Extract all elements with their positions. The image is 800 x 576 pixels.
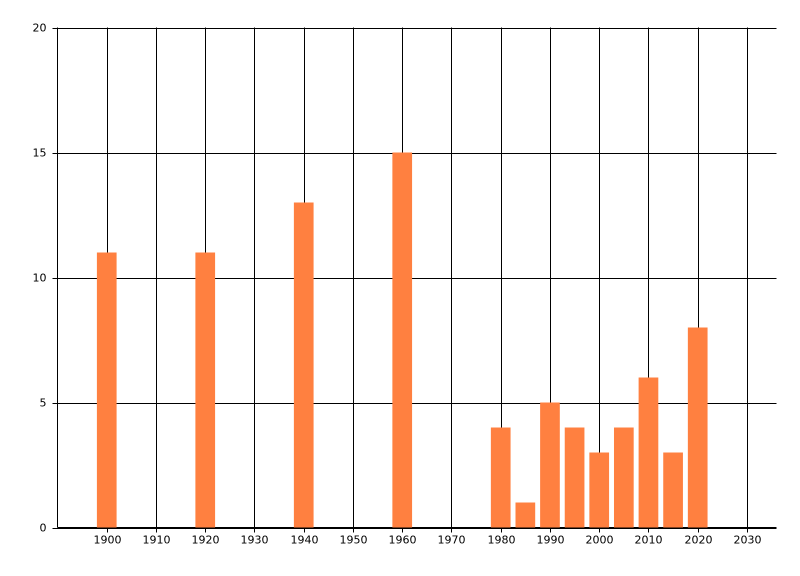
bar (515, 502, 536, 528)
bar (589, 452, 610, 528)
bar (613, 427, 634, 528)
x-tick-label: 1910 (143, 534, 171, 547)
x-tick-label: 1960 (389, 534, 417, 547)
x-tick-label: 2020 (685, 534, 713, 547)
bar (540, 402, 560, 528)
bar (195, 252, 216, 528)
x-tick-label: 1990 (537, 534, 565, 547)
x-tick-label: 1920 (192, 534, 220, 547)
bar (638, 377, 659, 528)
x-tick-label: 1900 (94, 534, 122, 547)
x-tick-label: 2000 (586, 534, 614, 547)
y-tick-label: 20 (33, 22, 47, 35)
bar (663, 452, 683, 528)
bar (392, 152, 413, 528)
bar (293, 202, 314, 528)
x-tick-label: 1950 (340, 534, 368, 547)
y-tick-label: 10 (33, 272, 47, 285)
bar (490, 427, 511, 528)
x-tick-label: 1970 (438, 534, 466, 547)
bar (687, 327, 708, 528)
x-tick-label: 1930 (241, 534, 269, 547)
x-tick-label: 2030 (734, 534, 762, 547)
x-tick-label: 1980 (488, 534, 516, 547)
y-tick-label: 15 (33, 147, 47, 160)
bar (564, 427, 585, 528)
x-tick-label: 2010 (635, 534, 663, 547)
x-tick-label: 1940 (291, 534, 319, 547)
bar (96, 252, 117, 528)
y-tick-label: 0 (40, 522, 47, 535)
y-tick-label: 5 (40, 397, 47, 410)
